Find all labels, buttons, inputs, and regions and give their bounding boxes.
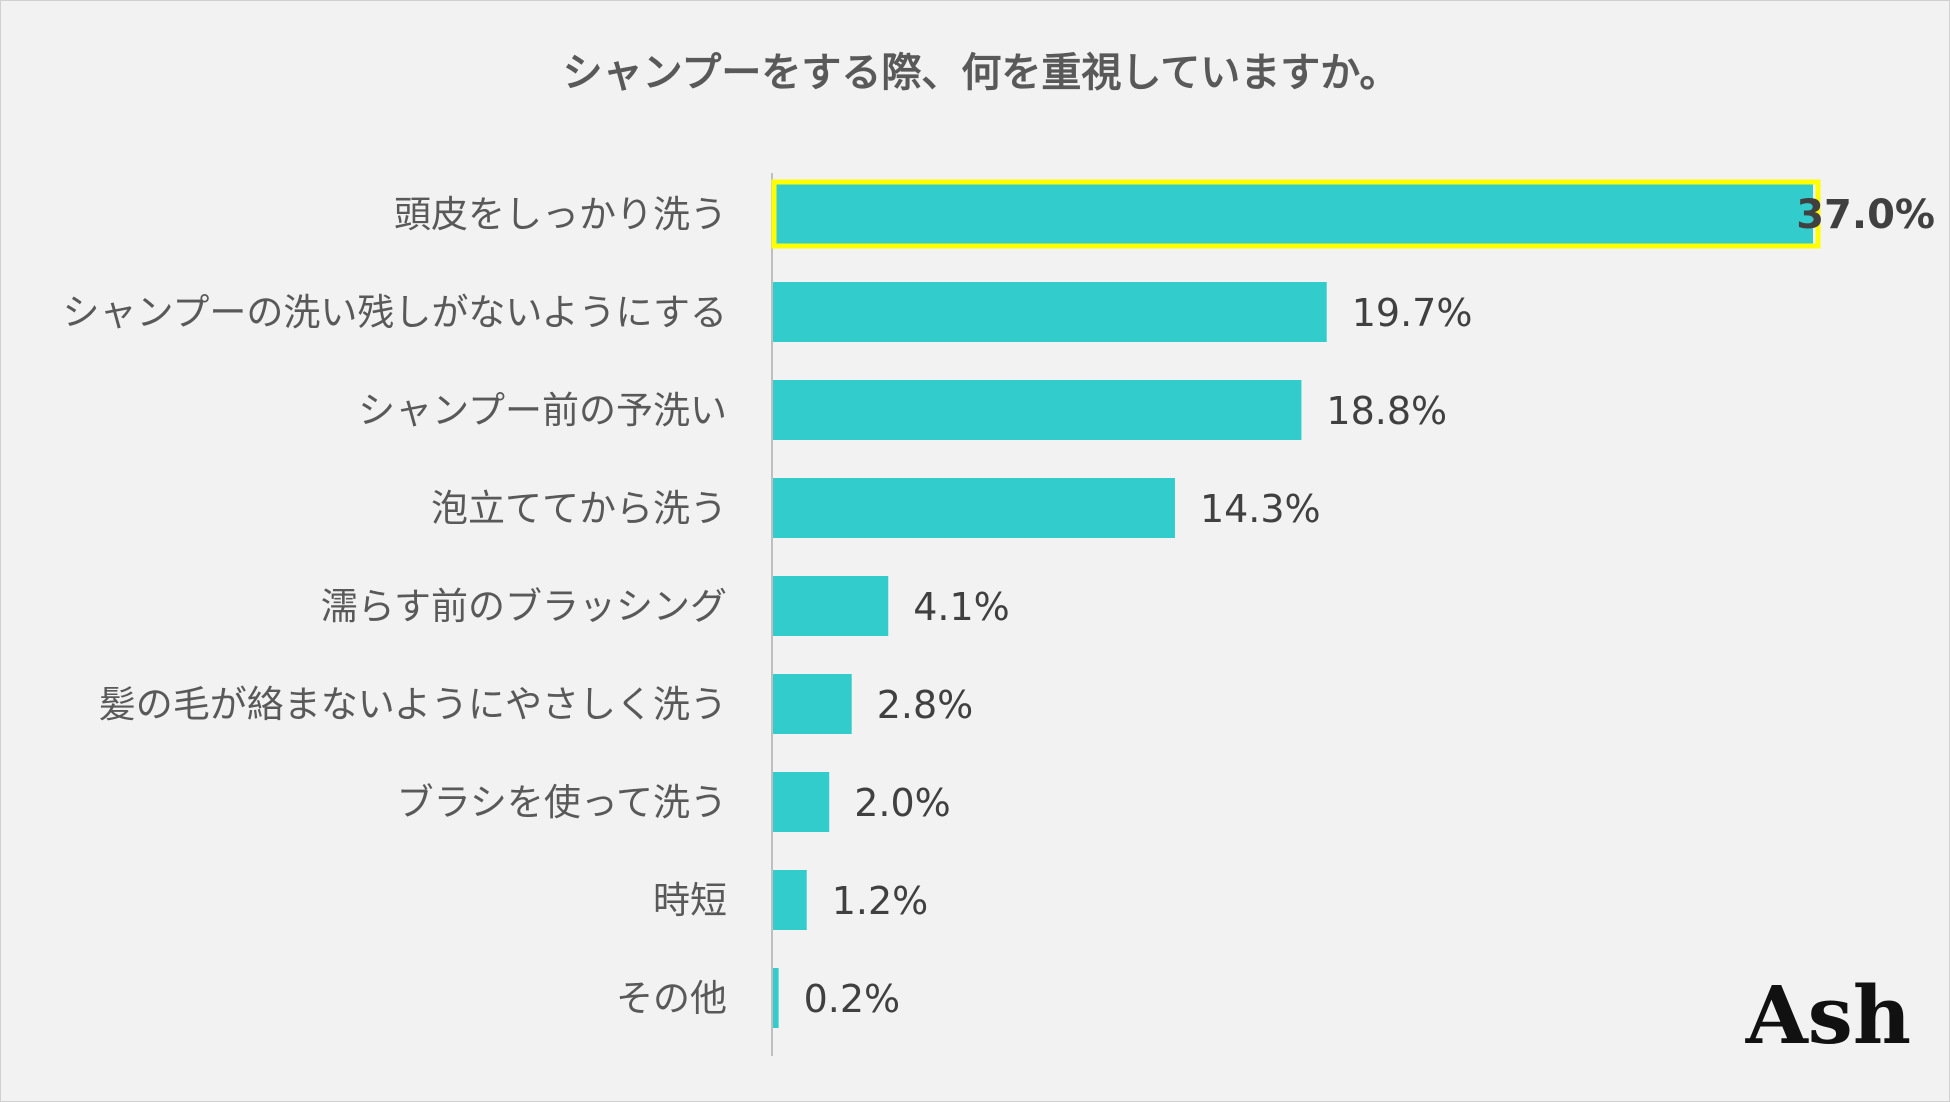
category-label: 時短 [653, 879, 727, 922]
value-label: 0.2% [804, 977, 901, 1021]
value-label: 1.2% [832, 879, 929, 923]
bar-highlight-outline [771, 179, 1821, 249]
value-label: 18.8% [1326, 389, 1447, 433]
category-label: シャンプーの洗い残しがないようにする [62, 291, 727, 334]
value-label: 2.8% [877, 683, 974, 727]
bar [773, 576, 889, 636]
category-label: ブラシを使って洗う [397, 781, 727, 824]
value-label: 19.7% [1352, 291, 1473, 335]
chart-title: シャンプーをする際、何を重視していますか。 [563, 50, 1400, 96]
bar [773, 184, 1813, 244]
bar [773, 870, 807, 930]
bar-group [771, 179, 1821, 1028]
value-label: 37.0% [1796, 192, 1935, 238]
bar [773, 772, 830, 832]
category-label: 頭皮をしっかり洗う [394, 193, 727, 236]
category-label: その他 [616, 977, 727, 1020]
category-label: 髪の毛が絡まないようにやさしく洗う [99, 683, 727, 726]
category-label: 濡らす前のブラッシング [321, 585, 727, 628]
bar [773, 282, 1327, 342]
category-labels: 頭皮をしっかり洗うシャンプーの洗い残しがないようにするシャンプー前の予洗い泡立て… [62, 193, 727, 1020]
bar [773, 380, 1302, 440]
bar [773, 478, 1175, 538]
category-label: シャンプー前の予洗い [358, 389, 727, 432]
bar [773, 968, 779, 1028]
category-label: 泡立ててから洗う [431, 487, 727, 530]
ash-logo: Ash [1745, 968, 1911, 1062]
bar [773, 674, 852, 734]
value-label: 14.3% [1200, 487, 1321, 531]
value-label: 2.0% [854, 781, 951, 825]
value-label: 4.1% [913, 585, 1010, 629]
value-labels: 37.0% 19.7% 18.8% 14.3% 4.1% 2.8% 2.0% 1.2% 0.2% [804, 192, 1935, 1021]
